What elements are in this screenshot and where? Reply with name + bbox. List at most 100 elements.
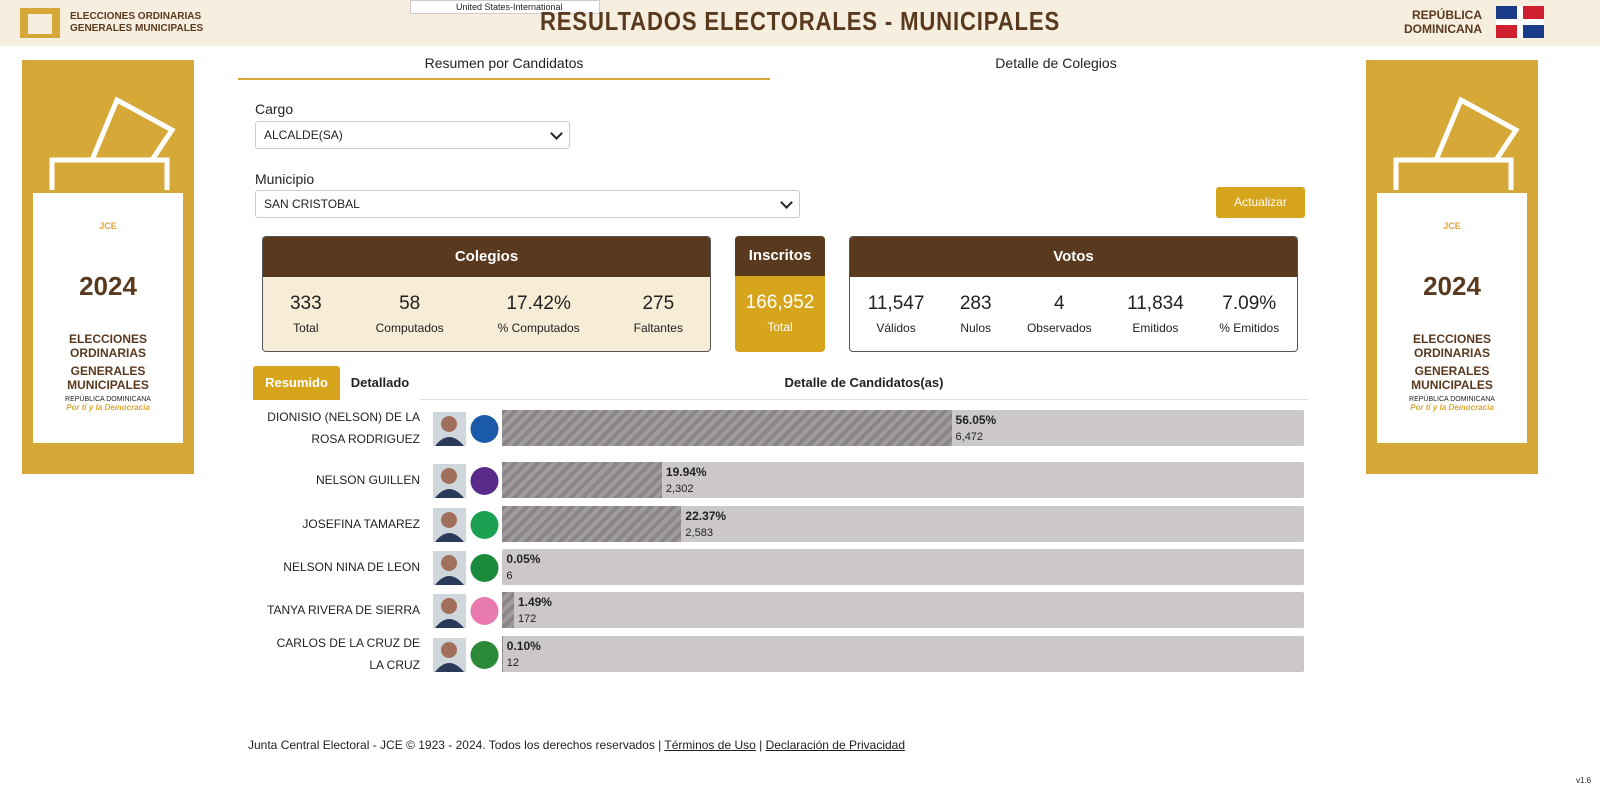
stat-label: Computados (375, 321, 444, 335)
bar-fill (502, 462, 662, 498)
bar-fill (502, 636, 503, 672)
card-body: 11,547 Válidos 283 Nulos 4 Observados 11,834 Em… (850, 277, 1297, 335)
stat-value: 283 (959, 293, 992, 314)
side-banner: JCE 2024 ELECCIONES ORDINARIAS GENERALES MU… (22, 60, 194, 474)
stat-label: Total (767, 320, 793, 334)
stat-value: 7.09% (1222, 293, 1277, 314)
logo (469, 551, 500, 585)
logo-text: ELECCIONES ORDINARIAS GENERALES MUNICIPAL… (70, 11, 203, 35)
bar-track: 1.49% 172 (502, 592, 1304, 628)
candidate-photo (433, 551, 466, 585)
bar-track: 56.05% 6,472 (502, 410, 1304, 446)
stat-value: 275 (642, 293, 675, 314)
banner-line: GENERALES MUNICIPALES (67, 364, 149, 392)
party-logo (469, 638, 500, 672)
party-logo (469, 412, 500, 446)
stat-value: 333 (289, 293, 322, 314)
card-body: 333 Total 58 Computados 17.42% % Computados 27… (263, 277, 710, 335)
banner-org: JCE (99, 221, 117, 231)
logo (469, 594, 500, 628)
candidate-name: CARLOS DE LA CRUZ DE LA CRUZ (276, 636, 420, 672)
bar-percent: 0.05% (506, 552, 541, 566)
refresh-button[interactable]: Actualizar (1216, 187, 1305, 218)
stat: 58 Computados (376, 293, 444, 335)
bar-percent: 22.37% (685, 509, 727, 523)
country-line: DOMINICANA (1404, 22, 1482, 36)
logo-line: GENERALES MUNICIPALES (70, 23, 204, 34)
stat-label: % Emitidos (1219, 321, 1280, 335)
banner-slogan: Por ti y la Democracia (66, 403, 150, 412)
party-logo (469, 594, 500, 628)
stat: 283 Nulos (960, 293, 992, 335)
stat-value: 11,547 (867, 293, 925, 314)
candidate-photo (433, 464, 466, 498)
tab[interactable]: Detalle de Colegios (770, 52, 1342, 80)
stat-card: Votos 11,547 Válidos 283 Nulos 4 Observados 11,… (849, 236, 1298, 352)
stat: 275 Faltantes (634, 293, 683, 335)
party-logo (469, 551, 500, 585)
candidates-title: Detalle de Candidatos(as) (420, 366, 1308, 400)
keyboard-indicator[interactable]: United States-International (410, 0, 600, 14)
stat-value: 17.42% (506, 293, 571, 314)
filter-label: Cargo (255, 101, 294, 117)
bar-percent: 19.94% (665, 465, 707, 479)
bar-fill (502, 592, 514, 628)
select[interactable]: ALCALDE(SA) (255, 121, 570, 149)
stat: 4 Observados (1027, 293, 1092, 335)
stat: 333 Total (290, 293, 322, 335)
logo-line: ELECCIONES ORDINARIAS (70, 11, 202, 22)
bar-track: 0.05% 6 (502, 549, 1304, 585)
banner-line: ELECCIONES ORDINARIAS (68, 332, 147, 360)
tab-label: Resumen por Candidatos (424, 55, 584, 71)
bar-votes: 6,472 (955, 431, 984, 443)
view-tab[interactable]: Detallado (350, 375, 410, 390)
ballot-icon (49, 96, 176, 190)
stat-label: % Computados (497, 321, 580, 335)
stat-label: Válidos (876, 321, 916, 335)
bar-fill (502, 410, 952, 446)
stat-label: Nulos (960, 321, 992, 335)
banner-line: ELECCIONES ORDINARIAS (1412, 332, 1491, 360)
stat-label: Emitidos (1132, 321, 1179, 335)
select[interactable]: SAN CRISTOBAL (255, 190, 800, 218)
version: v1.6 (1576, 776, 1592, 785)
page-title: RESULTADOS ELECTORALES - MUNICIPALES (539, 6, 1061, 36)
bar-votes: 12 (506, 657, 520, 669)
photo (433, 638, 466, 672)
party-logo (469, 464, 500, 498)
photo (433, 412, 466, 446)
bar-track: 19.94% 2,302 (502, 462, 1304, 498)
stat-card: Colegios 333 Total 58 Computados 17.42% % Comp… (262, 236, 711, 352)
candidate-name: NELSON NINA DE LEON (283, 560, 420, 574)
ballot-icon (1393, 96, 1520, 190)
logo (469, 638, 500, 672)
footer: Junta Central Electoral - JCE © 1923 - 2… (248, 738, 905, 752)
candidate-photo (433, 594, 466, 628)
bar-percent: 0.10% (506, 639, 541, 653)
stat-card: Inscritos 166,952 Total (735, 236, 825, 352)
filter-label: Municipio (255, 171, 315, 187)
bar-track: 22.37% 2,583 (502, 506, 1304, 542)
country: REPÚBLICA DOMINICANA (1390, 8, 1482, 36)
candidate-name: TANYA RIVERA DE SIERRA (267, 603, 420, 617)
footer-link[interactable]: Términos de Uso (664, 738, 756, 752)
footer-link[interactable]: Declaración de Privacidad (765, 738, 905, 752)
stat: 17.42% % Computados (498, 293, 580, 335)
banner-country: REPÚBLICA DOMINICANA (1409, 396, 1495, 403)
bar-votes: 2,583 (685, 527, 713, 539)
view-tab[interactable]: Resumido (253, 366, 340, 400)
banner-year: 2024 (79, 271, 137, 301)
tab[interactable]: Resumen por Candidatos (238, 52, 770, 80)
photo (433, 551, 466, 585)
party-logo (469, 508, 500, 542)
stat-value: 11,834 (1127, 293, 1184, 314)
footer-text: Junta Central Electoral - JCE © 1923 - 2… (248, 738, 662, 752)
stat-label: Total (293, 321, 319, 335)
bar-track: 0.10% 12 (502, 636, 1304, 672)
stat-label: Observados (1026, 321, 1092, 335)
bar-fill (502, 506, 682, 542)
card-title: Inscritos (735, 236, 825, 276)
stat-value: 58 (399, 293, 421, 314)
candidate-photo (433, 638, 466, 672)
